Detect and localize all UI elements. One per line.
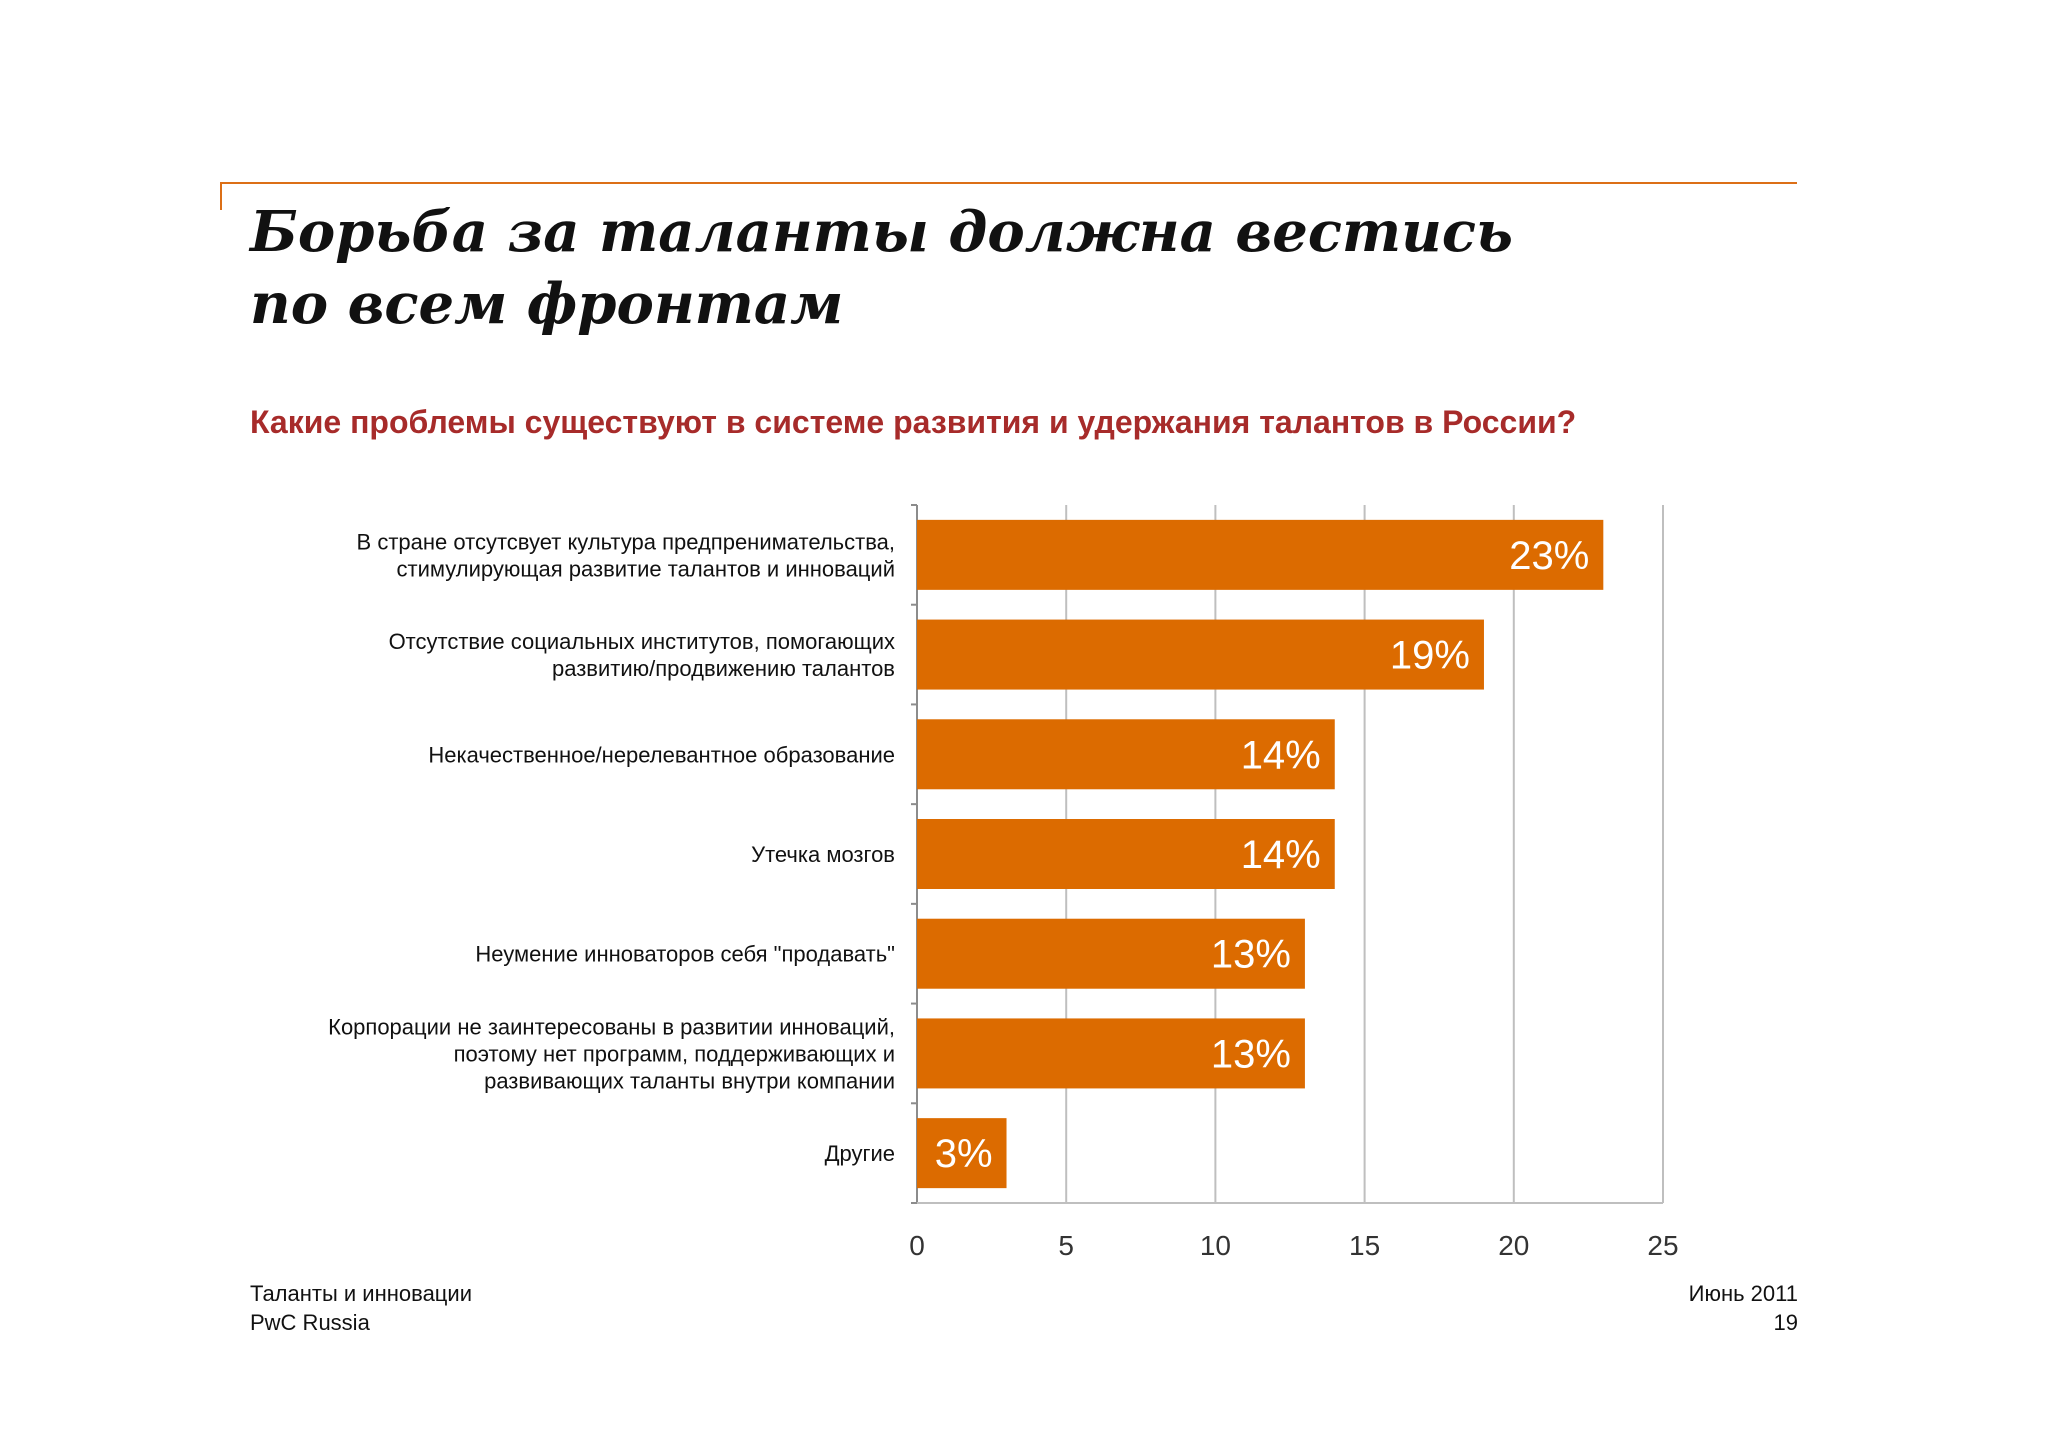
category-label-line: Другие xyxy=(825,1141,895,1166)
category-label-line: Отсутствие социальных институтов, помога… xyxy=(389,629,895,654)
slide-title-line-1: Борьба за таланты должна вестись xyxy=(250,199,1513,265)
category-label: Отсутствие социальных институтов, помога… xyxy=(389,629,895,681)
bar-value-label: 14% xyxy=(1241,833,1321,877)
bar-value-label: 23% xyxy=(1509,534,1589,578)
footer-company: PwC Russia xyxy=(250,1310,370,1335)
page-number: 19 xyxy=(1773,1310,1798,1335)
category-label: Неумение инноваторов себя "продавать" xyxy=(475,942,895,967)
footer-report-name: Таланты и инновации xyxy=(250,1281,472,1306)
category-label: Некачественное/нерелевантное образование xyxy=(428,742,895,767)
footer-left: Таланты и инновации PwC Russia xyxy=(250,1279,472,1337)
bar xyxy=(917,1018,1305,1089)
category-label-line: Некачественное/нерелевантное образование xyxy=(428,742,895,767)
category-label-line: развивающих таланты внутри компании xyxy=(484,1068,895,1093)
category-label: Корпорации не заинтересованы в развитии … xyxy=(328,1014,895,1093)
x-tick-label: 20 xyxy=(1498,1230,1529,1261)
bar xyxy=(917,719,1335,790)
x-tick-label: 25 xyxy=(1647,1230,1678,1261)
category-label-line: В стране отсутсвует культура предпренима… xyxy=(357,529,895,554)
category-label-line: Корпорации не заинтересованы в развитии … xyxy=(328,1014,895,1039)
category-label-line: поэтому нет программ, поддерживающих и xyxy=(454,1041,895,1066)
category-label: Утечка мозгов xyxy=(751,842,895,867)
bar-value-label: 19% xyxy=(1390,634,1470,678)
footer-right: Июнь 2011 19 xyxy=(1689,1279,1798,1337)
bar xyxy=(917,519,1604,590)
x-tick-label: 0 xyxy=(909,1230,925,1261)
top-rule-tick xyxy=(220,182,222,210)
bar xyxy=(917,1118,1007,1189)
chart-question: Какие проблемы существуют в системе разв… xyxy=(250,404,1577,440)
category-label: Другие xyxy=(825,1141,895,1166)
bar-value-label: 13% xyxy=(1211,1032,1291,1076)
category-label-line: развитию/продвижению талантов xyxy=(552,656,895,681)
x-tick-label: 15 xyxy=(1349,1230,1380,1261)
bar xyxy=(917,819,1335,889)
category-label-line: Утечка мозгов xyxy=(751,842,895,867)
x-tick-label: 10 xyxy=(1200,1230,1231,1261)
top-rule xyxy=(220,182,1797,184)
bar-value-label: 13% xyxy=(1211,933,1291,977)
bar xyxy=(917,918,1305,989)
bar xyxy=(917,619,1484,690)
x-tick-label: 5 xyxy=(1058,1230,1074,1261)
bar-value-label: 3% xyxy=(935,1132,993,1176)
category-label-line: Неумение инноваторов себя "продавать" xyxy=(475,942,895,967)
footer-date: Июнь 2011 xyxy=(1688,1281,1798,1306)
category-label: В стране отсутсвует культура предпренима… xyxy=(357,529,895,581)
slide-title-line-2: по всем фронтам xyxy=(250,271,844,337)
bar-value-label: 14% xyxy=(1241,733,1321,777)
category-label-line: стимулирующая развитие талантов и иннова… xyxy=(397,556,895,581)
slide-title: Борьба за таланты должна вестись по всем… xyxy=(250,196,1750,340)
